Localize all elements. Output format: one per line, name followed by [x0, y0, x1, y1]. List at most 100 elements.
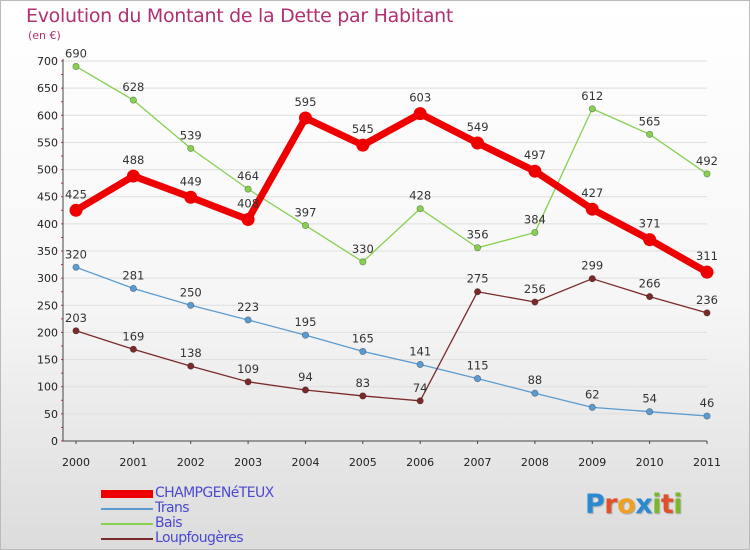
- y-tick-label: 0: [51, 435, 58, 448]
- data-point-loupfougeres: [244, 378, 252, 386]
- data-label-loupfougeres: 74: [413, 381, 428, 395]
- data-point-bais: [703, 170, 711, 178]
- series-line-champgeneteux: [72, 110, 711, 276]
- data-label-bais: 612: [581, 89, 603, 103]
- data-point-bais: [531, 228, 539, 237]
- data-label-bais: 384: [524, 213, 546, 227]
- series-champgeneteux: 425 488 449 408 595 545 603 549 497 427 371 311: [65, 91, 718, 279]
- data-label-champgeneteux: 549: [467, 120, 489, 134]
- y-tick-label: 400: [37, 218, 58, 231]
- x-tick-label: 2004: [291, 456, 319, 469]
- x-tick-label: 2001: [119, 456, 147, 469]
- data-label-trans: 115: [467, 359, 489, 373]
- logo-letter: o: [617, 489, 636, 520]
- data-point-trans: [646, 408, 654, 416]
- proxiti-logo: Proxiti: [585, 489, 683, 520]
- data-point-champgeneteux: [643, 233, 657, 247]
- data-point-loupfougeres: [588, 275, 596, 283]
- legend-swatch-trans: [101, 508, 153, 510]
- y-tick-label: 300: [37, 272, 58, 285]
- y-tick-label: 500: [37, 164, 58, 177]
- data-label-champgeneteux: 497: [524, 148, 546, 162]
- data-point-trans: [359, 347, 367, 355]
- series-bais: 690 628 539 464 397 330 428 356 384 612 565 492: [65, 46, 718, 266]
- data-point-trans: [473, 375, 482, 383]
- data-point-champgeneteux: [298, 111, 312, 125]
- x-tick-label: 2003: [234, 456, 262, 469]
- data-point-bais: [473, 244, 482, 252]
- data-point-champgeneteux: [356, 138, 370, 152]
- data-label-trans: 62: [585, 387, 600, 401]
- data-label-loupfougeres: 203: [65, 311, 87, 325]
- data-point-champgeneteux: [413, 107, 427, 121]
- data-label-champgeneteux: 488: [122, 153, 144, 167]
- data-point-champgeneteux: [69, 203, 83, 217]
- chart-title: Evolution du Montant de la Dette par Hab…: [26, 5, 454, 27]
- data-point-bais: [646, 130, 654, 138]
- data-label-champgeneteux: 545: [352, 122, 374, 136]
- data-point-trans: [301, 331, 310, 339]
- y-tick-label: 100: [37, 381, 58, 394]
- x-tick-label: 2010: [636, 456, 664, 469]
- data-label-trans: 141: [409, 344, 431, 358]
- x-tick-label: 2002: [177, 456, 205, 469]
- y-tick-label: 150: [37, 354, 58, 367]
- x-tick-label: 2000: [62, 456, 90, 469]
- data-point-champgeneteux: [126, 169, 140, 183]
- data-label-bais: 628: [122, 80, 144, 94]
- data-point-loupfougeres: [473, 288, 482, 296]
- data-label-trans: 88: [528, 373, 543, 387]
- data-label-trans: 320: [65, 247, 87, 261]
- data-point-trans: [129, 284, 137, 293]
- series-line-trans: [75, 266, 708, 417]
- data-point-bais: [416, 205, 424, 213]
- data-point-trans: [588, 403, 596, 411]
- data-label-loupfougeres: 138: [180, 346, 202, 360]
- data-label-bais: 397: [294, 205, 316, 219]
- data-point-loupfougeres: [72, 327, 80, 335]
- series-line-loupfougeres: [75, 278, 708, 402]
- data-point-champgeneteux: [184, 190, 198, 204]
- series-line-bais: [75, 65, 708, 263]
- x-tick-label: 2011: [693, 456, 721, 469]
- data-point-trans: [72, 263, 80, 271]
- chart-subtitle: (en €): [28, 29, 61, 42]
- data-point-bais: [72, 62, 80, 70]
- logo-letter: i: [673, 489, 683, 520]
- data-label-champgeneteux: 595: [294, 95, 316, 109]
- legend-swatch-loupfougeres: [101, 538, 153, 540]
- data-label-champgeneteux: 427: [581, 186, 603, 200]
- data-label-bais: 356: [467, 228, 489, 242]
- data-point-bais: [129, 96, 137, 104]
- data-label-bais: 492: [696, 154, 718, 168]
- data-label-loupfougeres: 299: [581, 259, 603, 273]
- logo-letter: r: [604, 489, 618, 520]
- data-label-bais: 330: [352, 242, 374, 256]
- data-point-trans: [703, 412, 711, 420]
- y-tick-label: 250: [37, 299, 58, 312]
- data-point-bais: [588, 105, 596, 113]
- logo-letter: t: [660, 489, 674, 520]
- data-label-trans: 223: [237, 300, 259, 314]
- data-point-loupfougeres: [531, 298, 539, 306]
- data-label-bais: 428: [409, 189, 431, 203]
- data-point-loupfougeres: [359, 392, 367, 400]
- data-point-loupfougeres: [646, 293, 654, 301]
- data-label-loupfougeres: 94: [298, 370, 313, 384]
- series-trans: 320 281 250 223 195 165 141 115 88 62 54 46: [65, 247, 715, 420]
- data-label-trans: 46: [700, 396, 715, 410]
- data-label-trans: 195: [294, 315, 316, 329]
- legend-swatch-champgeneteux: [101, 490, 153, 498]
- x-tick-label: 2008: [521, 456, 549, 469]
- legend-label-champgeneteux: CHAMPGENéTEUX: [155, 485, 274, 501]
- data-label-champgeneteux: 408: [237, 197, 259, 211]
- x-tick-label: 2006: [406, 456, 434, 469]
- data-point-trans: [531, 389, 539, 397]
- data-label-loupfougeres: 266: [639, 277, 661, 291]
- data-label-champgeneteux: 603: [409, 91, 431, 105]
- y-tick-label: 650: [37, 82, 58, 95]
- data-point-bais: [187, 144, 195, 152]
- data-point-champgeneteux: [585, 202, 599, 216]
